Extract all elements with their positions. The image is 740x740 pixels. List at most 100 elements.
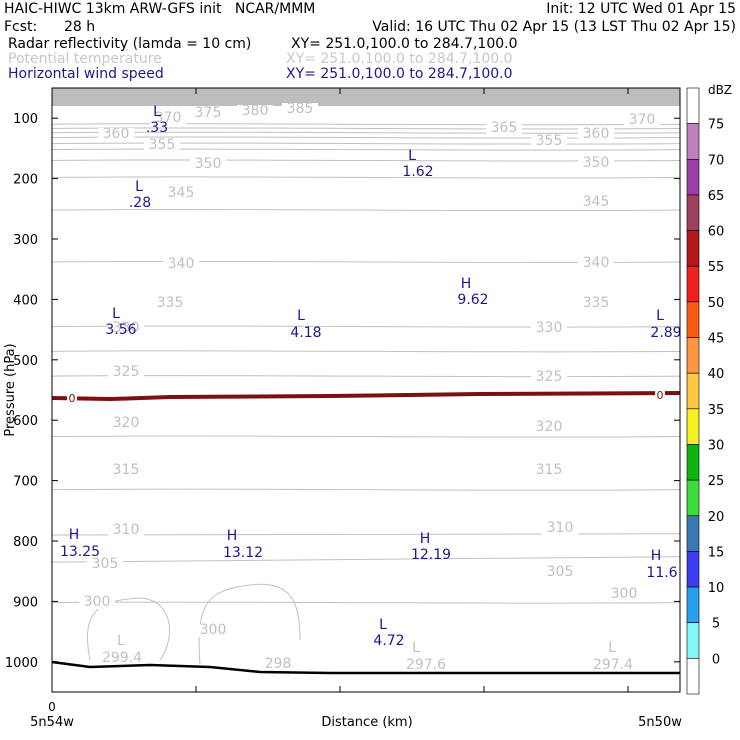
theta-contour-320 (51, 435, 681, 438)
theta-extremum-value: 297.4 (593, 657, 633, 673)
y-axis-label: Pressure (hPa) (3, 343, 18, 436)
colorbar-swatch (686, 658, 700, 695)
theta-contour-300-cell (198, 583, 301, 665)
colorbar-swatch (686, 444, 700, 481)
theta-label-300: 300 (84, 594, 111, 610)
y-tick-label: 300 (13, 233, 38, 248)
wind-extremum-value: 4.18 (290, 325, 321, 341)
theta-label-bg (150, 112, 186, 125)
header-fcst-label: Fcst: (4, 19, 38, 35)
theta-label-bg (108, 524, 144, 537)
field-name-theta: Potential temperature (8, 51, 162, 67)
theta-label-bg (108, 322, 144, 335)
wind-extremum-value: 2.89 (650, 325, 681, 341)
wind-extremum-marker: H (227, 528, 238, 544)
theta-contour-labels: 300 300 300 305 305 310 310 315 315 320 320 325 325 3… (79, 101, 660, 673)
wind-extremum-marker: H (420, 531, 431, 547)
theta-label-bg (531, 421, 567, 434)
x-right-label: 5n50w (638, 715, 682, 730)
wind-extremum-marker: L (112, 306, 120, 322)
plot-frame (51, 87, 681, 693)
theta-extremum-value: 299.4 (102, 650, 142, 666)
wind-extremum-value: .28 (129, 195, 151, 211)
theta-label-bg (108, 417, 144, 430)
theta-label-345: 345 (583, 194, 610, 210)
theta-label-bg (98, 128, 134, 141)
theta-extremum-marker: L (412, 640, 420, 656)
theta-label-bg (486, 122, 522, 135)
theta-label-335: 335 (583, 295, 610, 311)
colorbar-tick-label: 10 (708, 581, 725, 596)
theta-label-bg (108, 464, 144, 477)
wind-extremum-marker: L (379, 617, 387, 633)
theta-label-360: 360 (103, 126, 130, 142)
theta-label-bg (531, 371, 567, 384)
theta-label-bg (87, 558, 123, 571)
theta-label-315: 315 (536, 462, 563, 478)
colorbar-title: dBZ (708, 83, 732, 97)
theta-label-365: 365 (491, 120, 518, 136)
theta-label-335: 335 (157, 295, 184, 311)
colorbar-tick-label: 0 (712, 652, 720, 667)
theta-label-305: 305 (547, 564, 574, 580)
colorbar-tick-label: 15 (708, 545, 725, 560)
colorbar-swatch (686, 265, 700, 303)
y-tick-label: 600 (13, 414, 38, 429)
wind-extremum-marker: L (656, 308, 664, 324)
theta-label-330: 330 (536, 320, 563, 336)
theta-label-340: 340 (168, 256, 195, 272)
wind-extremum-value: 11.6 (646, 565, 677, 581)
theta-label-340: 340 (583, 255, 610, 271)
model-top-shading (52, 88, 680, 106)
theta-label-bg (163, 258, 199, 271)
reflectivity-label-bg (655, 390, 665, 402)
field-name-reflectivity: Radar reflectivity (lamda = 10 cm) (8, 36, 252, 52)
field-xy-reflectivity: XY= 251.0,100.0 to 284.7,100.0 (291, 36, 518, 52)
theta-label-bg (606, 588, 642, 601)
theta-extremum-marker: L (608, 640, 616, 656)
theta-label-bg (542, 522, 578, 535)
plot-area (52, 88, 680, 692)
theta-label-bg (79, 596, 115, 609)
wind-extremum-marker: L (408, 148, 416, 164)
x-zero-label: 0 (48, 700, 56, 714)
theta-label-355: 355 (536, 133, 563, 149)
reflectivity-contour-label: 0 (657, 389, 664, 402)
colorbar-tick-label: 35 (708, 403, 725, 418)
wind-extremum-marker: L (297, 308, 305, 324)
field-xy-wind: XY= 251.0,100.0 to 284.7,100.0 (286, 66, 513, 82)
colorbar-swatch (686, 622, 700, 659)
field-xy-theta: XY= 251.0,100.0 to 284.7,100.0 (286, 51, 513, 67)
reflectivity-contour-line (51, 391, 681, 402)
plot-background (52, 88, 680, 692)
colorbar-swatch (686, 479, 700, 517)
colorbar-tick-label: 50 (708, 296, 725, 311)
theta-label-bg (578, 297, 614, 310)
colorbar-tick-label: 70 (708, 153, 725, 168)
wind-extremum-marker: H (651, 548, 662, 564)
theta-contour-315 (51, 488, 681, 491)
theta-contour-365 (51, 142, 681, 145)
theta-label-350: 350 (195, 156, 222, 172)
theta-label-bg (195, 624, 231, 637)
y-tick-label: 400 (13, 293, 38, 308)
theta-contour-385 (51, 123, 681, 126)
theta-label-bg (190, 107, 226, 120)
terrain-line-path (51, 660, 680, 675)
y-tick-label: 500 (13, 354, 38, 369)
theta-contour-305 (51, 556, 681, 563)
theta-label-bg (578, 196, 614, 209)
theta-label-315: 315 (113, 462, 140, 478)
theta-label-bg (531, 464, 567, 477)
theta-label-300: 300 (611, 586, 638, 602)
colorbar-tick-label: 45 (708, 332, 725, 347)
y-tick-label: 100 (13, 112, 38, 127)
terrain-line (51, 660, 680, 675)
theta-contour-345 (51, 208, 681, 212)
theta-label-bg (152, 297, 188, 310)
x-left-label: 5n54w (30, 715, 74, 730)
header-title: HAIC-HIWC 13km ARW-GFS init NCAR/MMM (4, 1, 316, 17)
x-axis-label: Distance (km) (321, 715, 412, 730)
